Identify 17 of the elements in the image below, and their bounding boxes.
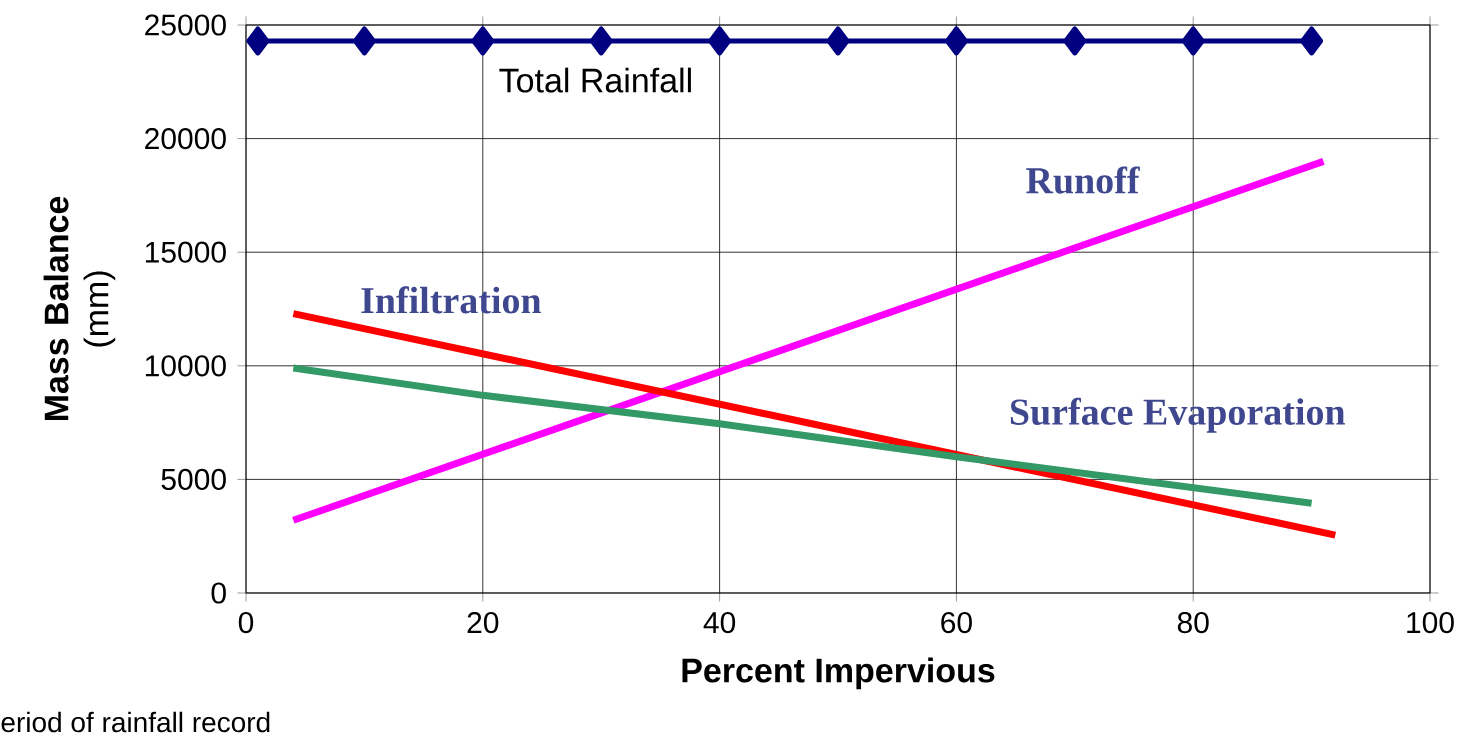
x-tick-label: 0 — [238, 611, 254, 634]
y-tick-label: 15000 — [145, 241, 226, 263]
y-tick-label: 10000 — [145, 355, 226, 377]
series-label: Total Rainfall — [499, 67, 691, 93]
x-tick-label: 80 — [1177, 611, 1209, 634]
y-tick-label: 5000 — [161, 468, 226, 491]
x-tick-label: 20 — [467, 611, 499, 634]
y-axis-title: Mass Balance (mm) — [43, 196, 116, 421]
y-tick-label: 20000 — [145, 127, 226, 150]
x-axis-title: Percent Impervious — [682, 657, 995, 690]
x-tick-label: 100 — [1407, 611, 1454, 634]
y-tick-label: 25000 — [145, 14, 226, 36]
text: eriod of rainfall record — [1, 711, 270, 733]
x-tick-label: 60 — [941, 611, 972, 634]
y-tick-label: 0 — [211, 582, 226, 604]
series-label: Runoff — [1026, 166, 1140, 194]
x-tick-label: 40 — [703, 611, 736, 634]
